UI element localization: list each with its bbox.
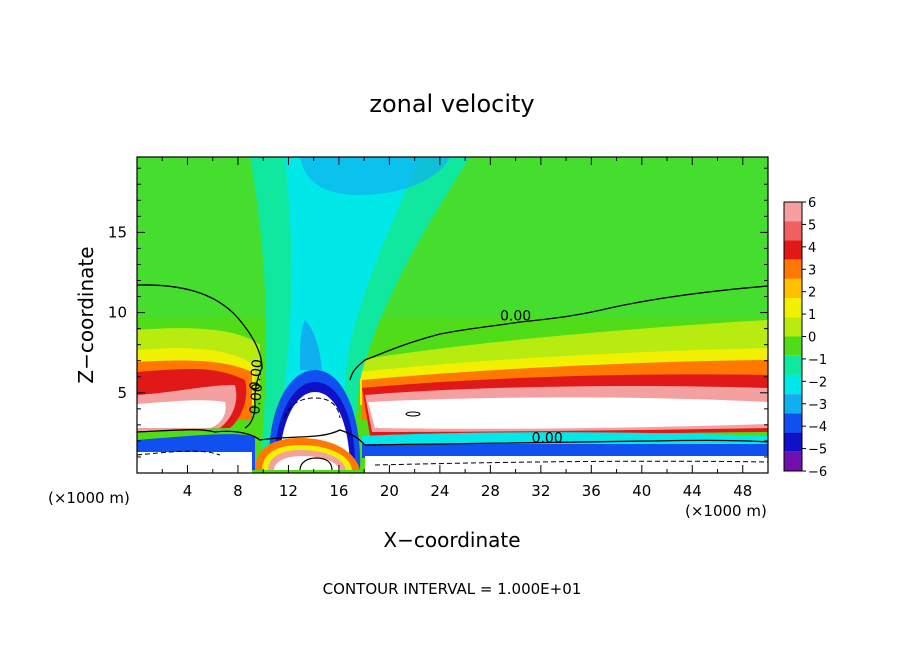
field-surface-white-right [365, 456, 768, 473]
x-tick-label: 28 [481, 482, 500, 500]
y-tick-label: 5 [117, 384, 127, 402]
plot-frame [136, 156, 769, 474]
colorbar-label: 3 [808, 263, 816, 278]
colorbar-label: −2 [808, 375, 827, 390]
colorbar-swatch [784, 202, 802, 222]
y-axis-label: Z−coordinate [74, 246, 98, 383]
colorbar-swatch [784, 432, 802, 452]
field-surface-white-left [137, 452, 252, 473]
colorbar-label: −5 [808, 443, 827, 458]
field-jet-core-left [137, 400, 226, 428]
colorbar-swatch [784, 221, 802, 241]
contour-label: 0.00 [247, 383, 266, 415]
contour-zero-lower [137, 429, 768, 446]
colorbar: 6 5 4 3 2 1 0 −1 −2 −3 −4 −5 −6 [783, 196, 827, 480]
contour-label: 0.00 [247, 359, 266, 391]
colorbar-swatch [784, 336, 802, 356]
x-tick-label: 16 [329, 482, 348, 500]
chart-title: zonal velocity [369, 90, 534, 118]
x-tick-label: 32 [531, 482, 550, 500]
contour-bubble-solid [299, 457, 333, 471]
x-tick-label: 20 [380, 482, 399, 500]
x-tick-label: 24 [430, 482, 449, 500]
x-tick-label: 4 [183, 482, 193, 500]
colorbar-swatch [784, 413, 802, 433]
colorbar-label: 6 [808, 196, 816, 211]
contour-zero-left [137, 284, 263, 429]
x-tick-label: 36 [582, 482, 601, 500]
x-tick-label: 40 [632, 482, 651, 500]
contour-interval-footer: CONTOUR INTERVAL = 1.000E+01 [323, 580, 582, 598]
colorbar-label: −1 [808, 353, 827, 368]
contour-zero-upper-right [349, 285, 768, 381]
contour-labels: 0.000.000.000.00 [247, 309, 562, 447]
x-tick-label: 12 [279, 482, 298, 500]
colorbar-label: 0 [808, 331, 816, 346]
x-axis: 4 8 12 16 20 24 28 32 36 40 44 48 [161, 157, 752, 500]
colorbar-label: 2 [808, 286, 816, 301]
colorbar-swatch [784, 259, 802, 279]
x-unit-left: (×1000 m) [48, 489, 130, 507]
x-tick-label: 8 [233, 482, 243, 500]
x-unit-right: (×1000 m) [685, 502, 767, 520]
x-tick-label: 48 [733, 482, 752, 500]
colorbar-swatch [784, 317, 802, 337]
contour-dashed-right [374, 460, 768, 466]
contour-label: 0.00 [500, 309, 531, 325]
colorbar-swatch [784, 374, 802, 395]
y-tick-label: 10 [108, 304, 127, 322]
plot-area [137, 157, 768, 473]
contour-small-loop [405, 411, 421, 417]
contour-label: 0.00 [532, 431, 563, 447]
x-axis-label: X−coordinate [383, 528, 520, 552]
contour-bubble-dashed [284, 397, 341, 419]
contour-dashed-left [137, 450, 221, 456]
colorbar-label: −6 [808, 465, 827, 480]
y-axis: 5 10 15 [108, 167, 768, 458]
colorbar-label: 1 [808, 308, 816, 323]
colorbar-swatch [784, 240, 802, 260]
colorbar-label: 5 [808, 218, 816, 233]
y-tick-label: 15 [108, 223, 127, 241]
colorbar-label: −4 [808, 420, 827, 435]
field-plume-top-blue [300, 157, 450, 195]
field-jet-core-right [368, 397, 768, 429]
x-tick-label: 44 [683, 482, 702, 500]
field-plume-column-blue [300, 320, 322, 370]
colorbar-label: 4 [808, 241, 816, 256]
colorbar-swatch [784, 451, 802, 471]
colorbar-swatch [784, 355, 802, 375]
colorbar-swatch [784, 278, 802, 299]
colorbar-label: −3 [808, 398, 827, 413]
colorbar-swatch [784, 298, 802, 318]
colorbar-swatch [784, 394, 802, 414]
